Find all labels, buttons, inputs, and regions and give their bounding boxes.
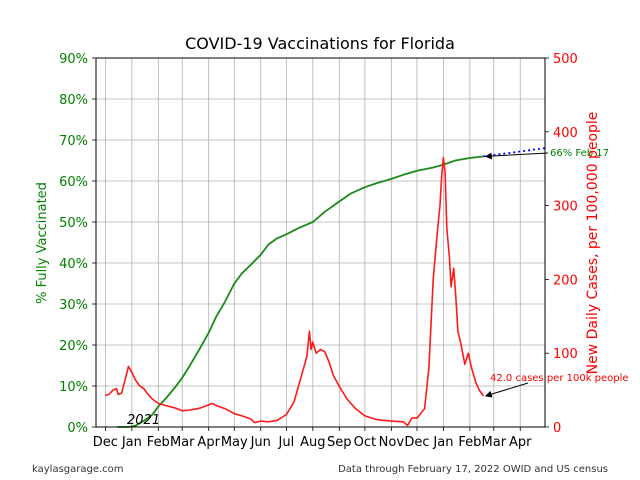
x-tick-label: Jan <box>432 435 453 450</box>
y-left-tick-label: 40% <box>59 257 88 272</box>
x-tick-label: Apr <box>509 435 532 450</box>
x-tick-label: Feb <box>147 435 170 450</box>
chart-title: COVID-19 Vaccinations for Florida <box>185 34 455 53</box>
footer-left: kaylasgarage.com <box>32 464 124 475</box>
x-tick-label: Nov <box>379 435 405 450</box>
x-tick-label: Apr <box>197 435 220 450</box>
ticks: Dec Jan Feb Mar Apr May Jun Jul Aug Sep Oct Nov Dec J… <box>59 52 578 450</box>
annotations: 66% Feb 17 42.0 cases per 100k people <box>484 148 629 398</box>
y-left-tick-label: 70% <box>59 134 88 149</box>
y-left-tick-label: 0% <box>67 421 88 436</box>
x-tick-label: Sep <box>327 435 352 450</box>
year-annotation: 2021 <box>127 413 160 428</box>
right-axis-label: New Daily Cases, per 100,000 people <box>585 112 601 375</box>
cases-line <box>105 156 485 427</box>
y-right-tick-label: 100 <box>553 347 578 362</box>
left-axis-label: % Fully Vaccinated <box>35 182 50 304</box>
x-tick-label: Jun <box>250 435 271 450</box>
footer-right: Data through February 17, 2022 OWID and … <box>338 464 608 475</box>
x-tick-label: Mar <box>170 435 195 450</box>
y-left-tick-label: 60% <box>59 175 88 190</box>
y-right-tick-label: 0 <box>553 421 561 436</box>
y-right-tick-label: 200 <box>553 273 578 288</box>
plot-frame <box>95 57 546 428</box>
annotation-arrow <box>484 382 529 398</box>
vaccinated-line <box>117 155 484 428</box>
y-left-tick-label: 50% <box>59 216 88 231</box>
x-tick-label: Jan <box>121 435 142 450</box>
x-tick-label: May <box>221 435 248 450</box>
x-tick-label: Dec <box>404 435 429 450</box>
y-right-tick-label: 400 <box>553 126 578 141</box>
series-layer <box>105 147 546 428</box>
x-tick-label: Feb <box>458 435 481 450</box>
x-tick-label: Mar <box>482 435 507 450</box>
x-tick-label: Oct <box>354 435 376 450</box>
y-left-tick-label: 90% <box>59 52 88 67</box>
y-right-tick-label: 300 <box>553 200 578 215</box>
y-right-tick-label: 500 <box>553 52 578 67</box>
projection-line <box>483 147 546 158</box>
annotation-arrow <box>484 152 549 160</box>
grid <box>96 57 545 428</box>
y-left-tick-label: 80% <box>59 93 88 108</box>
annotation-label: 42.0 cases per 100k people <box>490 373 629 384</box>
annotation-label: 66% Feb 17 <box>550 148 609 159</box>
y-left-tick-label: 30% <box>59 298 88 313</box>
x-tick-label: Aug <box>300 435 325 450</box>
y-left-tick-label: 20% <box>59 339 88 354</box>
y-left-tick-label: 10% <box>59 380 88 395</box>
x-tick-label: Dec <box>93 435 118 450</box>
x-tick-label: Jul <box>278 435 295 450</box>
